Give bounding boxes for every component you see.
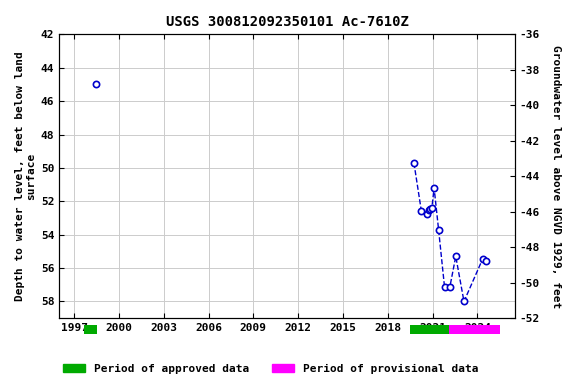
Legend: Period of approved data, Period of provisional data: Period of approved data, Period of provi… xyxy=(59,359,483,379)
Y-axis label: Groundwater level above NGVD 1929, feet: Groundwater level above NGVD 1929, feet xyxy=(551,45,561,308)
Bar xyxy=(410,325,449,334)
Y-axis label: Depth to water level, feet below land
surface: Depth to water level, feet below land su… xyxy=(15,51,37,301)
Bar xyxy=(449,325,500,334)
Title: USGS 300812092350101 Ac-7610Z: USGS 300812092350101 Ac-7610Z xyxy=(165,15,408,29)
Bar xyxy=(84,325,97,334)
